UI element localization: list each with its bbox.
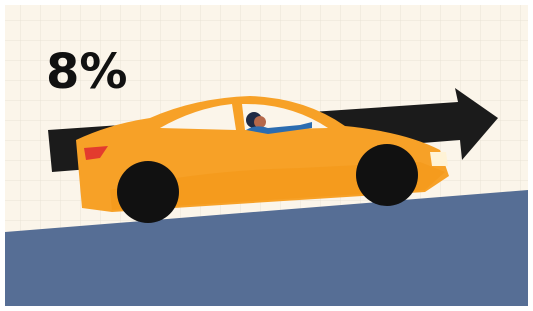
illustration: 8% bbox=[0, 0, 533, 311]
grade-label: 8% bbox=[46, 44, 128, 100]
page: 8% (() => { const data = JSON.parse(docu… bbox=[0, 0, 533, 311]
